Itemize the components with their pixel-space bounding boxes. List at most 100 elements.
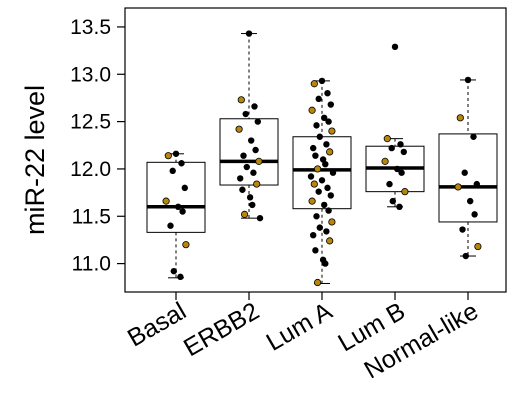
data-point: [312, 152, 319, 159]
data-point: [315, 95, 322, 103]
data-point: [401, 188, 409, 196]
data-point: [245, 30, 253, 37]
data-point: [248, 137, 255, 144]
data-point: [172, 150, 180, 157]
data-point: [252, 146, 259, 154]
data-point: [308, 106, 316, 114]
y-tick-label: 13.0: [70, 63, 111, 86]
data-point: [328, 127, 336, 135]
y-axis-label: miR-22 level: [20, 85, 50, 235]
data-point: [323, 228, 330, 235]
boxes: [146, 33, 498, 284]
data-point: [388, 144, 395, 152]
data-point: [255, 157, 263, 165]
data-point: [170, 267, 177, 275]
data-point: [321, 114, 328, 122]
data-point: [459, 226, 466, 233]
data-point: [254, 118, 261, 125]
data-point: [325, 118, 332, 125]
data-point: [246, 194, 254, 201]
data-point: [182, 241, 190, 249]
data-point: [324, 90, 331, 97]
data-point: [471, 211, 478, 218]
y-axis: 11.0 11.5 12.0 12.5 13.0 13.5: [70, 16, 125, 276]
y-tick-label: 12.5: [70, 111, 111, 134]
data-point: [169, 167, 176, 175]
data-point: [464, 76, 472, 84]
data-point: [250, 169, 257, 176]
y-tick-label: 12.0: [70, 158, 111, 181]
data-point: [326, 237, 334, 245]
data-point: [456, 114, 464, 122]
data-point: [167, 222, 174, 229]
data-point: [310, 144, 317, 152]
data-point: [249, 201, 256, 209]
box-erbb2: [219, 33, 279, 219]
data-point: [164, 152, 172, 160]
data-point: [243, 163, 250, 171]
data-point: [328, 218, 336, 226]
data-point: [396, 203, 403, 210]
data-point: [316, 224, 323, 231]
data-point: [467, 197, 474, 205]
box-iqr: [219, 118, 279, 186]
data-point: [323, 141, 330, 148]
data-point: [322, 161, 329, 168]
data-point: [235, 125, 243, 133]
data-point: [313, 278, 322, 287]
data-point: [394, 165, 401, 173]
box-iqr: [292, 136, 352, 210]
box-iqr: [146, 161, 206, 233]
data-point: [307, 173, 315, 180]
data-point: [313, 165, 322, 173]
data-point: [398, 169, 405, 176]
box-lum-b: [365, 138, 425, 208]
data-point: [389, 197, 396, 205]
y-tick-label: 13.5: [70, 16, 111, 39]
data-point: [462, 252, 469, 260]
data-point: [397, 141, 404, 148]
data-point: [240, 152, 247, 159]
data-point: [315, 188, 322, 195]
data-point: [181, 184, 188, 192]
y-tick-label: 11.0: [72, 253, 111, 276]
plot-border: [124, 7, 507, 293]
data-point: [313, 213, 320, 220]
data-point: [310, 180, 318, 188]
data-point: [318, 77, 326, 85]
plot-frame: [124, 7, 507, 293]
data-point: [177, 273, 184, 281]
data-point: [386, 180, 393, 188]
data-point: [318, 177, 326, 184]
data-points: [162, 30, 482, 287]
data-point: [329, 169, 337, 176]
data-point: [312, 247, 319, 254]
data-point: [308, 197, 316, 205]
data-point: [310, 232, 317, 239]
box-normal-like: [438, 79, 498, 257]
data-point: [326, 148, 334, 156]
data-point: [327, 101, 334, 108]
data-point: [474, 242, 482, 251]
data-point: [237, 175, 244, 182]
data-point: [473, 180, 480, 188]
data-point: [470, 133, 477, 140]
data-point: [310, 80, 318, 88]
x-tick-label: ERBB2: [179, 297, 264, 362]
data-point: [239, 186, 246, 193]
data-point: [175, 203, 182, 210]
data-point: [400, 148, 407, 156]
x-tick-label: Lum A: [262, 297, 338, 357]
data-point: [454, 183, 462, 191]
data-point: [461, 169, 468, 176]
data-point: [321, 201, 328, 209]
data-point: [256, 214, 264, 222]
box-lum-a: [292, 80, 352, 284]
y-tick-label: 11.5: [72, 205, 111, 228]
box-iqr: [438, 133, 498, 223]
data-point: [237, 96, 245, 104]
x-tick-label: Basal: [123, 297, 191, 353]
data-point: [316, 133, 323, 140]
